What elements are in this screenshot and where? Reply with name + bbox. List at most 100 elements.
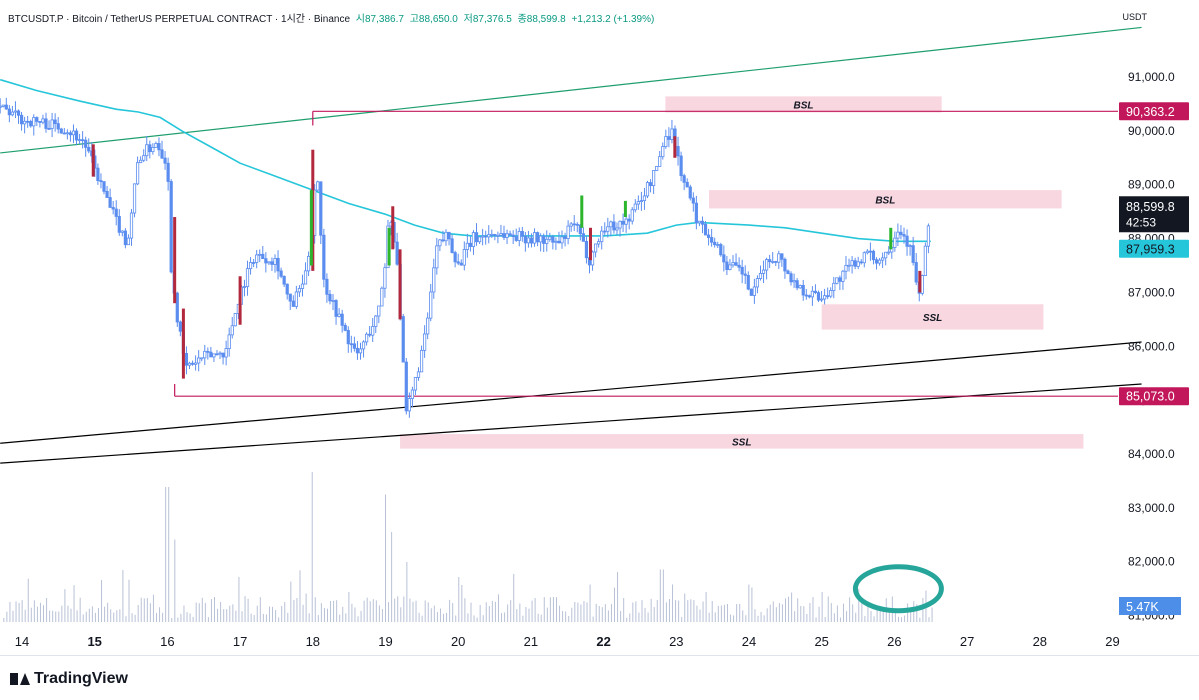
candle-body (148, 144, 152, 153)
candle-body (606, 226, 610, 232)
candle-body (358, 348, 363, 354)
candle-body (371, 326, 375, 336)
candle-body (129, 212, 134, 239)
price-axis: 91,000.090,000.089,000.088,000.087,000.0… (1119, 70, 1189, 623)
candle-body (10, 111, 15, 116)
candle-body (523, 235, 527, 244)
candle-body (380, 287, 384, 307)
candle-body (511, 234, 515, 238)
candle-body (706, 234, 711, 238)
candle-body (19, 114, 24, 125)
candle-body (499, 233, 503, 236)
candle-body (151, 147, 155, 153)
candle-body (508, 233, 512, 236)
candle-body (407, 398, 411, 412)
candle-body (267, 261, 271, 264)
candle-body (670, 128, 674, 140)
candle-body (16, 110, 21, 116)
candle-body (53, 119, 57, 124)
candle-body (209, 351, 213, 358)
candle-body (725, 261, 729, 270)
candle-body (187, 362, 192, 366)
volume-layer (3, 472, 933, 622)
candle-body (795, 280, 799, 289)
candle-body (676, 146, 680, 157)
candle-body (752, 286, 756, 296)
candle-body (841, 270, 845, 282)
candle-body (545, 238, 549, 244)
candle-body (413, 376, 418, 391)
y-tick-label: 90,000.0 (1128, 124, 1175, 138)
candle-body (630, 209, 634, 222)
x-tick-label: 25 (814, 634, 828, 649)
candle-body (783, 258, 787, 272)
candle-body (804, 294, 808, 297)
highlight-candle (391, 206, 395, 250)
candle-body (230, 325, 234, 336)
candle-body (832, 282, 836, 291)
candle-body (648, 182, 653, 187)
candle-body (322, 234, 326, 280)
candle-body (887, 251, 891, 254)
highlight-candle (238, 276, 242, 325)
bar-countdown: 42:53 (1126, 215, 1156, 229)
candle-body (801, 285, 805, 296)
candle-body (642, 195, 647, 202)
candle-body (569, 223, 573, 227)
level-high-label-bg (1119, 102, 1189, 121)
candle-body (563, 236, 567, 239)
candle-body (438, 239, 442, 247)
candle-body (447, 231, 451, 240)
candle-body (639, 200, 644, 203)
candle-body (636, 201, 640, 205)
candle-body (902, 234, 906, 237)
symbol-title[interactable]: BTCUSDT.P · Bitcoin / TetherUS PERPETUAL… (8, 14, 351, 25)
candle-body (557, 240, 561, 244)
price-chart[interactable]: BSL BSL SSL SSL 91,000.0 90,000.0 89,000.0 88,… (0, 0, 1199, 660)
candle-body (777, 253, 781, 263)
currency-label: USDT (1122, 12, 1148, 22)
candle-body (349, 343, 353, 346)
volume-value-bg (1119, 597, 1181, 615)
candle-body (429, 291, 433, 319)
y-tick-label: 87,000.0 (1128, 285, 1175, 299)
candle-body (761, 269, 766, 274)
candle-body (542, 235, 546, 244)
candle-body (893, 237, 897, 248)
candle-body (584, 240, 589, 259)
candle-body (645, 182, 650, 197)
candle-body (206, 350, 210, 353)
candle-body (123, 230, 127, 246)
candle-body (755, 278, 760, 288)
candle-body (465, 242, 469, 250)
candle-body (426, 317, 430, 335)
candle-body (401, 316, 405, 363)
candle-body (319, 181, 323, 236)
candle-body (728, 264, 732, 270)
candle-body (517, 231, 521, 241)
moving-average-layer (0, 78, 944, 614)
candle-body (135, 162, 140, 185)
candle-body (847, 264, 851, 267)
candle-body (410, 389, 414, 399)
candle-body (899, 231, 903, 235)
x-tick-label: 26 (887, 634, 901, 649)
candle-body (826, 295, 830, 298)
candle-body (142, 155, 146, 161)
candles-layer (0, 97, 931, 418)
candle-body (218, 352, 222, 355)
candle-body (261, 253, 265, 260)
highlight-candle (387, 227, 391, 266)
candle-body (395, 241, 399, 265)
candle-body (474, 232, 479, 243)
candle-body (703, 223, 708, 236)
current-price-bg (1119, 196, 1189, 233)
candle-body (539, 235, 543, 243)
candle-body (780, 253, 784, 260)
highlight-candle (889, 227, 893, 250)
candle-body (600, 230, 604, 242)
candle-body (807, 295, 811, 298)
zone-label: SSL (923, 313, 942, 324)
tradingview-logo[interactable]: TradingView (10, 670, 128, 688)
level-low-label-bg (1119, 387, 1189, 406)
